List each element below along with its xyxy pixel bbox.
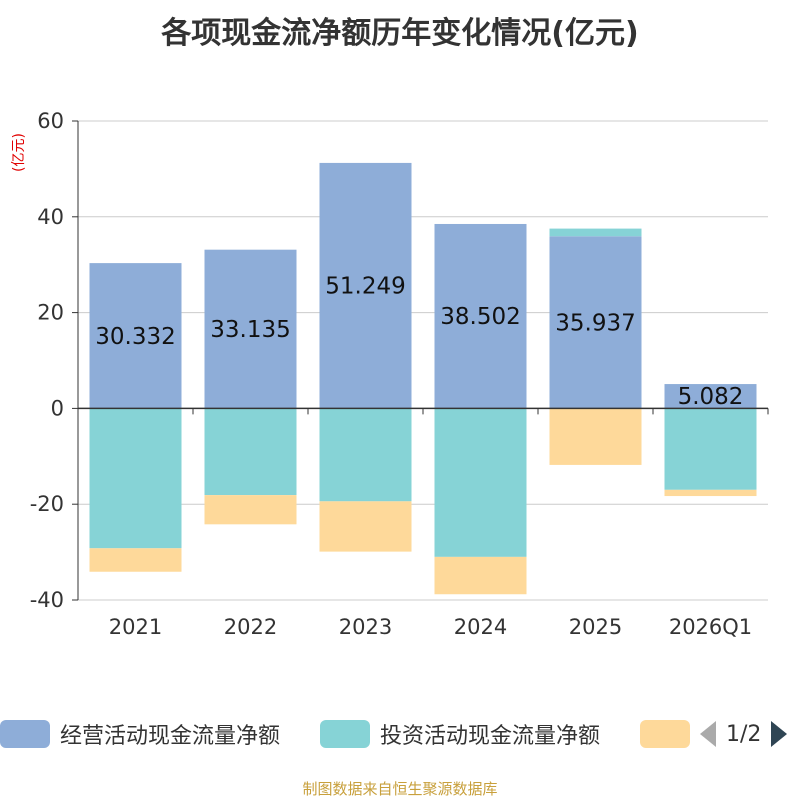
bar-financing-2026Q1 [664,489,757,497]
bar-investing-2021 [89,408,182,549]
bar-financing-2023 [319,501,412,552]
bar-operating-2022 [204,249,297,409]
x-tick-label: 2024 [454,615,507,639]
y-tick-label: 60 [37,109,64,133]
bar-financing-2022 [204,495,297,525]
legend-pager: 1/2 [700,716,788,752]
data-label: 51.249 [325,274,405,300]
data-label: 33.135 [210,317,290,343]
legend-swatch-operating [0,720,50,748]
y-tick-label: -20 [30,492,64,516]
bar-investing-2024 [434,408,527,557]
y-tick-label: 0 [51,396,64,420]
x-tick-label: 2025 [569,615,622,639]
bar-operating-2026Q1 [664,384,757,409]
y-tick-label: -40 [30,588,64,612]
x-tick-label: 2021 [109,615,162,639]
data-label: 5.082 [678,384,744,410]
y-tick-label: 40 [37,205,64,229]
data-label: 30.332 [95,324,175,350]
bar-operating-2025 [549,236,642,409]
triangle-right-icon[interactable] [771,721,788,747]
legend: 经营活动现金流量净额 投资活动现金流量净额 [0,716,800,752]
legend-item-operating[interactable]: 经营活动现金流量净额 [0,716,280,752]
bar-investing-2022 [204,408,297,496]
triangle-left-icon[interactable] [700,721,716,747]
x-tick-label: 2023 [339,615,392,639]
legend-label-operating: 经营活动现金流量净额 [60,724,281,749]
chart-title: 各项现金流净额历年变化情况(亿元) [161,16,639,51]
legend-swatch-investing [320,720,370,748]
legend-item-investing[interactable]: 投资活动现金流量净额 [320,716,600,752]
legend-swatch-financing [640,720,690,748]
bar-investing-2023 [319,408,412,502]
bar-chart: 60 40 20 0 -20 -40 30.332 33.135 51.249 38.502 35.… [30,109,769,639]
bar-financing-2021 [89,548,182,572]
bar-financing-2025 [549,408,642,465]
legend-label-investing: 投资活动现金流量净额 [380,724,601,749]
legend-page-indicator: 1/2 [726,721,762,747]
bar-operating-2023 [319,162,412,409]
bar-investing-2025 [549,228,642,237]
bar-investing-2026Q1 [664,408,757,490]
legend-item-financing[interactable] [640,716,700,752]
bar-financing-2024 [434,556,527,595]
data-label: 35.937 [555,310,635,336]
bar-operating-2024 [434,223,527,409]
x-tick-label: 2026Q1 [669,615,752,639]
data-label: 38.502 [440,304,520,330]
bar-operating-2021 [89,263,182,409]
y-tick-label: 20 [37,301,64,325]
x-tick-label: 2022 [224,615,277,639]
source-note: 制图数据来自恒生聚源数据库 [302,780,498,798]
